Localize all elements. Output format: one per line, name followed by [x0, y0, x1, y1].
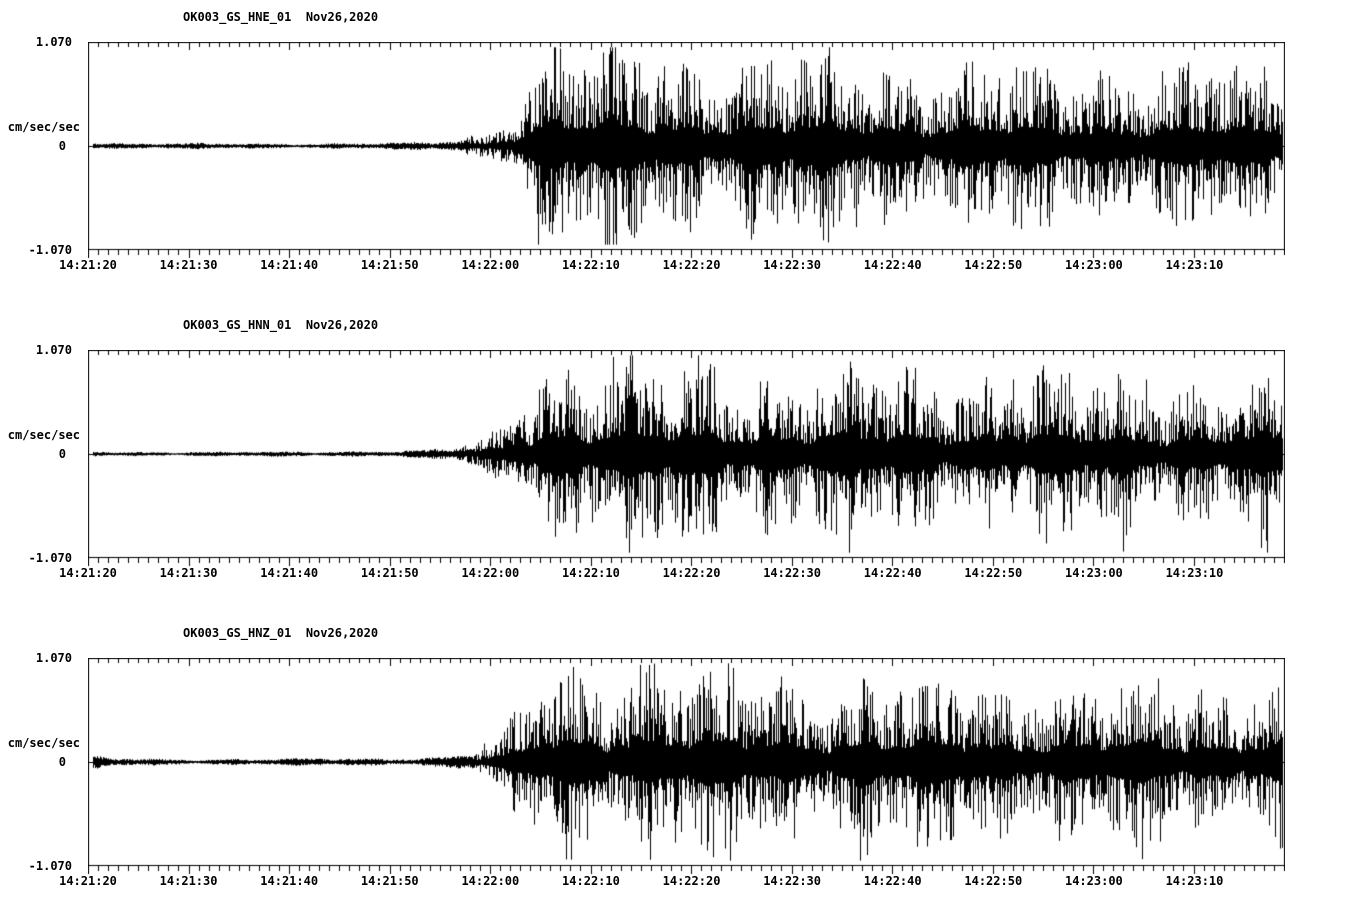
x-axis-tick-label: 14:21:40 — [260, 566, 319, 580]
x-axis-tick-label: 14:21:30 — [159, 258, 218, 272]
x-axis-tick-label: 14:23:00 — [1064, 258, 1123, 272]
x-axis-tick-label: 14:21:30 — [159, 566, 218, 580]
y-axis-tick-label-zero: 0 — [58, 447, 66, 461]
x-axis-tick-label: 14:22:40 — [863, 566, 922, 580]
y-axis-tick-label-min: -1.070 — [28, 243, 72, 257]
y-axis-tick-label-max: 1.070 — [35, 343, 72, 357]
x-axis-tick-label: 14:22:10 — [562, 258, 620, 272]
x-axis-tick-label: 14:22:50 — [964, 566, 1023, 580]
seismogram-panel-hnz: OK003_GS_HNZ_01 Nov26,2020 1.070 cm/sec/… — [0, 624, 1358, 924]
x-axis-tick-label: 14:22:00 — [461, 874, 520, 888]
x-axis-tick-label: 14:21:50 — [360, 874, 419, 888]
x-axis-tick-label: 14:22:10 — [562, 566, 620, 580]
x-axis-tick-label: 14:21:40 — [260, 258, 319, 272]
chart-title: OK003_GS_HNE_01 Nov26,2020 — [183, 10, 379, 24]
x-axis-tick-label: 14:21:20 — [59, 258, 117, 272]
x-axis-labels: 14:21:20 14:21:30 14:21:40 14:21:50 14:22:00… — [59, 566, 1285, 582]
x-axis-tick-label: 14:21:20 — [59, 566, 117, 580]
x-axis-tick-label: 14:22:30 — [763, 258, 822, 272]
x-axis-tick-label: 14:22:30 — [763, 874, 822, 888]
x-axis-tick-label: 14:23:10 — [1165, 258, 1224, 272]
x-axis-tick-label: 14:22:00 — [461, 258, 520, 272]
x-axis-labels: 14:21:20 14:21:30 14:21:40 14:21:50 14:22:00… — [59, 874, 1285, 890]
x-axis-tick-label: 14:22:50 — [964, 258, 1023, 272]
x-axis-tick-label: 14:22:40 — [863, 258, 922, 272]
x-axis-tick-label: 14:22:20 — [662, 874, 721, 888]
x-axis-tick-label: 14:21:20 — [59, 874, 117, 888]
y-axis-tick-label-min: -1.070 — [28, 859, 72, 873]
y-axis-unit-label: cm/sec/sec — [7, 736, 80, 750]
x-axis-tick-label: 14:22:30 — [763, 566, 822, 580]
seismogram-waveform-canvas — [88, 350, 1285, 572]
x-axis-tick-label: 14:21:50 — [360, 258, 419, 272]
y-axis-unit-label: cm/sec/sec — [7, 120, 80, 134]
x-axis-tick-label: 14:23:10 — [1165, 566, 1224, 580]
x-axis-tick-label: 14:23:10 — [1165, 874, 1224, 888]
x-axis-labels: 14:21:20 14:21:30 14:21:40 14:21:50 14:22:00… — [59, 258, 1285, 274]
y-axis-unit-label: cm/sec/sec — [7, 428, 80, 442]
y-axis-tick-label-zero: 0 — [58, 755, 66, 769]
plot-area — [88, 42, 1285, 264]
x-axis-tick-label: 14:22:00 — [461, 566, 520, 580]
seismogram-panel-hne: OK003_GS_HNE_01 Nov26,2020 1.070 cm/sec/… — [0, 8, 1358, 308]
plot-area — [88, 350, 1285, 572]
y-axis-tick-label-max: 1.070 — [35, 35, 72, 49]
y-axis-tick-label-zero: 0 — [58, 139, 66, 153]
x-axis-tick-label: 14:22:50 — [964, 874, 1023, 888]
x-axis-tick-label: 14:21:40 — [260, 874, 319, 888]
seismogram-waveform-canvas — [88, 658, 1285, 880]
seismogram-waveform-canvas — [88, 42, 1285, 264]
x-axis-tick-label: 14:23:00 — [1064, 874, 1123, 888]
x-axis-tick-label: 14:22:20 — [662, 566, 721, 580]
plot-area — [88, 658, 1285, 880]
y-axis-tick-label-min: -1.070 — [28, 551, 72, 565]
x-axis-tick-label: 14:22:40 — [863, 874, 922, 888]
seismogram-panel-hnn: OK003_GS_HNN_01 Nov26,2020 1.070 cm/sec/… — [0, 316, 1358, 616]
x-axis-tick-label: 14:22:20 — [662, 258, 721, 272]
x-axis-tick-label: 14:21:50 — [360, 566, 419, 580]
chart-title: OK003_GS_HNZ_01 Nov26,2020 — [183, 626, 379, 640]
chart-title: OK003_GS_HNN_01 Nov26,2020 — [183, 318, 379, 332]
x-axis-tick-label: 14:21:30 — [159, 874, 218, 888]
y-axis-tick-label-max: 1.070 — [35, 651, 72, 665]
x-axis-tick-label: 14:22:10 — [562, 874, 620, 888]
x-axis-tick-label: 14:23:00 — [1064, 566, 1123, 580]
